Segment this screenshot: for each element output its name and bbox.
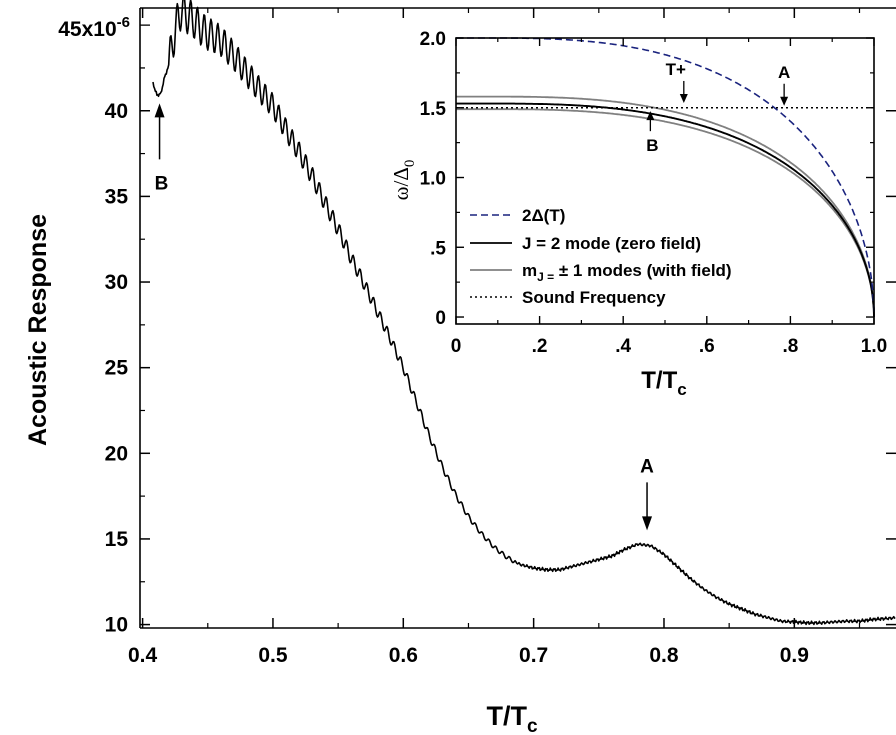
main-y-top-label-base: 45x10 [58, 18, 116, 41]
main-y-ticks: 10 15 20 25 30 35 40 [105, 24, 896, 637]
main-x-axis-label-main: T/T [486, 701, 527, 731]
main-annotation-arrow-head [154, 103, 165, 118]
inset-annotation-b: B [646, 111, 659, 155]
legend-label-j2: J = 2 mode (zero field) [522, 234, 701, 253]
main-x-tick-label: 0.8 [649, 644, 679, 667]
inset-annotation-label: T+ [666, 60, 686, 79]
main-y-tick-label: 10 [105, 614, 128, 637]
legend-label-2delta: 2Δ(T) [522, 206, 565, 225]
main-y-tick-label: 20 [105, 442, 128, 465]
main-data-line [152, 0, 896, 626]
inset-annotations: A T+ B [646, 60, 790, 155]
inset-annotation-arrow-head [646, 111, 655, 121]
legend-label-mj-sub: J = [537, 270, 554, 284]
inset-y-tick-label: 1.5 [420, 99, 447, 120]
main-y-axis-label: Acoustic Response [24, 214, 52, 446]
inset-x-tick-label: .2 [532, 336, 548, 357]
inset-y-tick-label: 1.0 [420, 169, 446, 190]
legend-label-sound: Sound Frequency [522, 288, 666, 307]
inset-j2-mode-curve [456, 102, 875, 318]
inset-x-ticks: 0 .2 .4 .6 .8 1.0 [451, 38, 887, 357]
main-x-axis-label-sub: c [527, 716, 538, 735]
inset-x-axis-label-sub: c [677, 380, 686, 399]
inset-mj-mode-curve-2 [456, 108, 875, 318]
inset-x-tick-label: .6 [699, 336, 715, 357]
main-x-tick-label: 0.6 [389, 644, 418, 667]
inset-y-axis-label: ω/Δ0 [389, 160, 418, 201]
inset-y-ticks: 0 .5 1.0 1.5 2.0 [420, 29, 874, 329]
main-x-axis-label: T/Tc [486, 701, 538, 735]
inset-annotation-label: A [778, 63, 790, 82]
inset-annotation-arrow-head [780, 96, 789, 106]
main-y-tick-label: 30 [105, 271, 128, 294]
main-y-tick-label: 40 [105, 100, 128, 123]
inset-x-axis-label-main: T/T [641, 367, 677, 394]
inset-x-tick-label: .4 [615, 336, 631, 357]
inset-y-axis-label-sub: 0 [402, 160, 418, 168]
main-x-tick-label: 0.5 [258, 644, 288, 667]
main-annotation-arrow-head [642, 516, 653, 531]
main-annotation-b: B [154, 103, 169, 194]
legend-label-mj-rest: ± 1 modes (with field) [554, 261, 731, 280]
inset-x-tick-label: 0 [451, 336, 462, 357]
inset-x-tick-label: 1.0 [861, 336, 887, 357]
legend-item-sound: Sound Frequency [470, 288, 666, 307]
legend-label-mj: mJ = ± 1 modes (with field) [522, 261, 732, 284]
inset-annotation-tplus: T+ [666, 60, 688, 103]
main-annotation-a: A [640, 456, 654, 531]
inset-legend: 2Δ(T) J = 2 mode (zero field) mJ = ± 1 m… [470, 206, 732, 307]
inset-annotation-arrow-head [679, 93, 688, 103]
inset-y-tick-label: .5 [430, 238, 446, 259]
main-x-tick-label: 0.9 [780, 644, 809, 667]
inset-mj-mode-curve-1 [456, 95, 875, 318]
main-y-top-label-exponent: -6 [117, 14, 130, 31]
inset-annotation-a: A [778, 63, 790, 106]
inset-y-tick-label: 0 [435, 308, 446, 329]
main-annotation-label: A [640, 456, 654, 477]
legend-item-mj: mJ = ± 1 modes (with field) [470, 261, 732, 284]
main-annotation-label: B [155, 173, 169, 194]
inset-x-axis-label: T/Tc [641, 367, 686, 399]
main-y-top-label: 45x10-6 [58, 14, 130, 41]
main-x-tick-label: 0.7 [519, 644, 548, 667]
legend-item-j2: J = 2 mode (zero field) [470, 234, 701, 253]
inset-y-tick-label: 2.0 [420, 29, 446, 50]
main-x-ticks: 0.4 0.5 0.6 0.7 0.8 0.9 [128, 8, 861, 667]
legend-label-mj-m: m [522, 261, 537, 280]
inset-y-axis-label-main: ω/Δ [389, 167, 413, 200]
inset-chart: 0.51.01.52.0 0.2.4.6.8 1.0 AT+B ω/Δ0 T/Tc… [389, 29, 887, 399]
main-y-tick-label: 15 [105, 528, 129, 551]
main-x-tick-label: 0.4 [128, 644, 158, 667]
inset-annotation-label: B [646, 136, 658, 155]
inset-x-tick-label: .8 [782, 336, 798, 357]
main-y-tick-label: 35 [105, 185, 129, 208]
main-annotations: AB [154, 103, 654, 531]
legend-item-2delta: 2Δ(T) [470, 206, 565, 225]
main-y-tick-label: 25 [105, 357, 129, 380]
